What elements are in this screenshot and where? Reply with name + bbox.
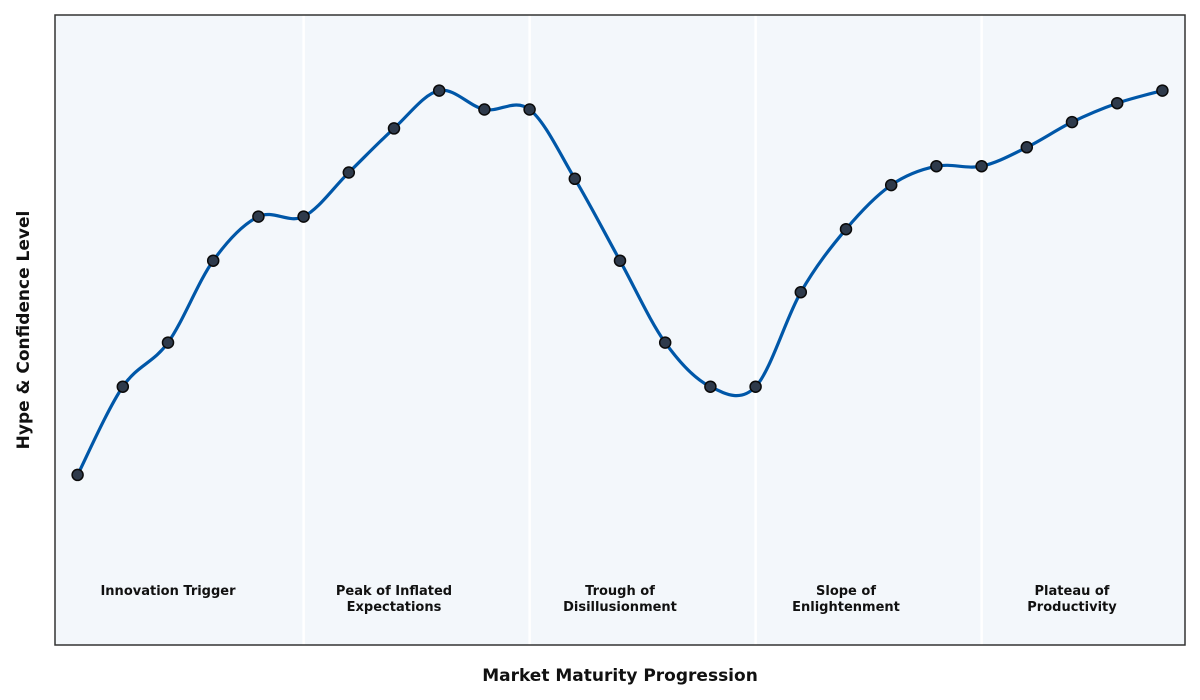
data-point-2 <box>116 380 130 393</box>
phase-label-2: Peak of Inflated Expectations <box>336 584 452 615</box>
phase-label-5: Plateau of Productivity <box>1027 584 1117 615</box>
x-axis-label: Market Maturity Progression <box>482 666 758 686</box>
phase-labels: Innovation Trigger Peak of Inflated Expect… <box>100 584 1117 615</box>
data-point-8 <box>387 122 401 135</box>
series-line <box>76 88 1163 476</box>
data-points <box>71 84 1169 482</box>
data-point-25 <box>1156 84 1169 97</box>
data-point-21 <box>975 159 988 173</box>
data-point-13 <box>613 254 627 267</box>
data-point-17 <box>794 285 808 299</box>
phase-separators <box>302 15 983 645</box>
data-point-20 <box>930 159 943 173</box>
data-point-11 <box>523 103 536 116</box>
phase-label-1: Innovation Trigger <box>100 584 236 599</box>
data-point-19 <box>884 178 898 192</box>
data-point-23 <box>1065 115 1079 129</box>
data-point-14 <box>658 336 672 349</box>
data-point-3 <box>161 336 175 349</box>
data-point-4 <box>206 254 220 267</box>
data-point-10 <box>478 103 491 116</box>
data-point-5 <box>252 210 265 223</box>
data-point-7 <box>342 166 356 179</box>
data-point-1 <box>71 468 84 482</box>
plot-frame <box>54 14 1186 646</box>
data-point-16 <box>749 380 762 393</box>
data-point-22 <box>1020 141 1034 154</box>
data-point-15 <box>704 380 717 393</box>
data-point-12 <box>568 172 582 186</box>
y-axis-label: Hype & Confidence Level <box>14 211 34 450</box>
data-point-9 <box>432 84 446 97</box>
plot-area <box>55 15 1185 645</box>
phase-label-4: Slope of Enlightenment <box>792 584 900 615</box>
data-point-6 <box>297 210 310 223</box>
phase-label-3: Trough of Disillusionment <box>563 584 677 615</box>
data-point-24 <box>1110 96 1124 110</box>
data-point-18 <box>839 222 853 236</box>
